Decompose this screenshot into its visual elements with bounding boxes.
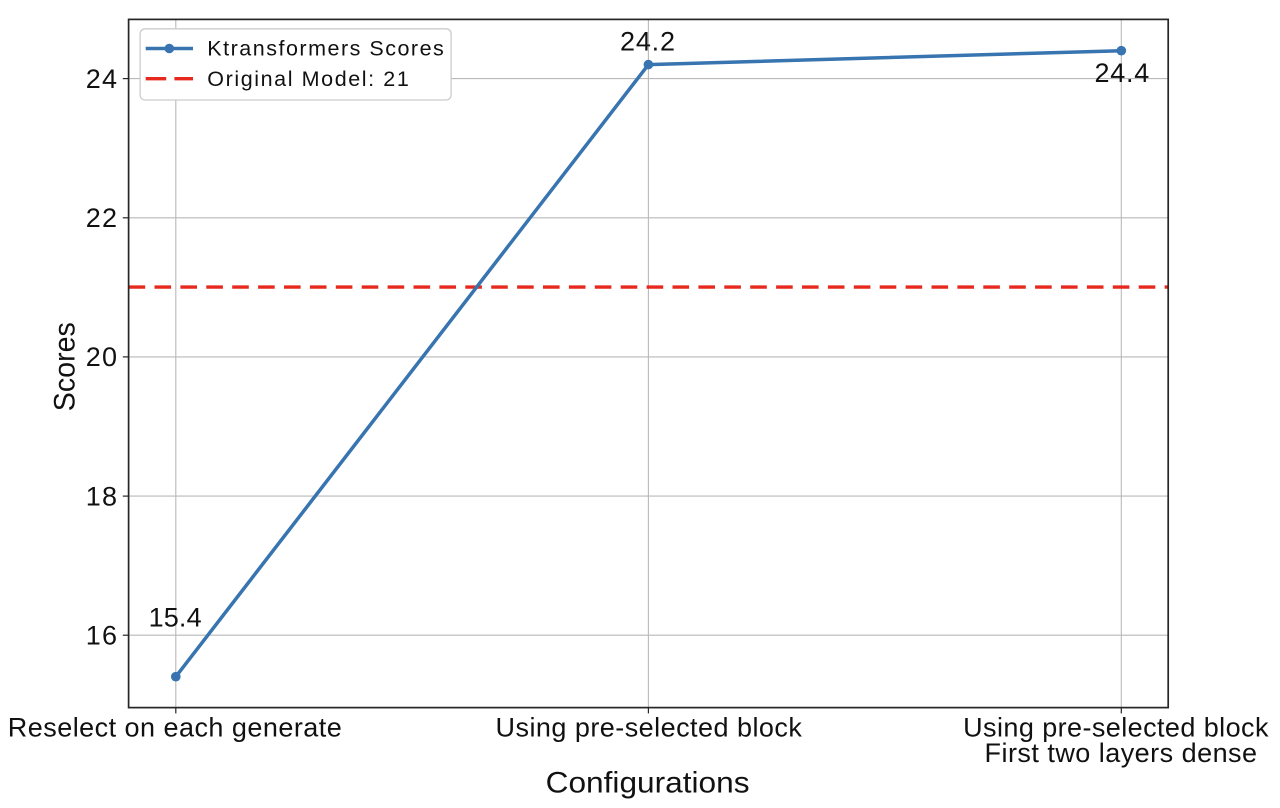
- svg-text:Using pre-selected block: Using pre-selected block: [963, 712, 1269, 742]
- svg-text:22: 22: [86, 203, 117, 233]
- svg-text:24.4: 24.4: [1095, 58, 1150, 88]
- svg-text:15.4: 15.4: [149, 603, 202, 633]
- svg-text:Using pre-selected block: Using pre-selected block: [496, 712, 803, 742]
- svg-text:Reselect on each generate: Reselect on each generate: [8, 712, 342, 742]
- svg-text:18: 18: [86, 481, 117, 511]
- svg-text:16: 16: [86, 620, 117, 650]
- svg-text:Ktransformers Scores: Ktransformers Scores: [207, 37, 443, 61]
- svg-text:Configurations: Configurations: [546, 767, 750, 800]
- svg-text:Scores: Scores: [48, 322, 81, 411]
- svg-text:First two layers dense: First two layers dense: [985, 738, 1258, 768]
- svg-text:Original Model: 21: Original Model: 21: [207, 67, 408, 91]
- svg-text:24: 24: [86, 64, 117, 94]
- svg-text:24.2: 24.2: [620, 27, 675, 57]
- svg-text:20: 20: [86, 342, 117, 372]
